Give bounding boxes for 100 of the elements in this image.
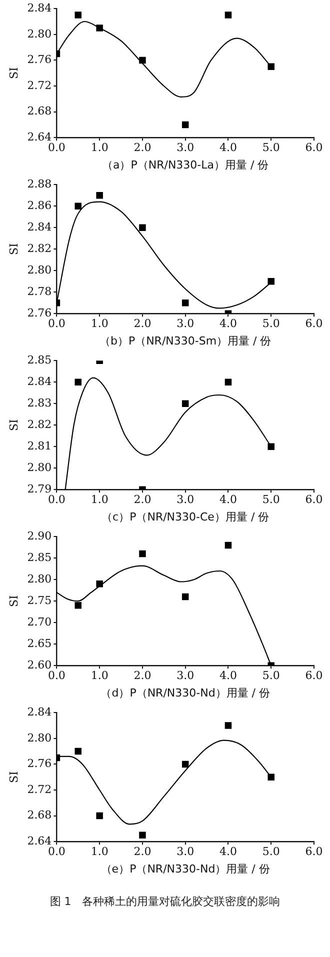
y-tick-label: 2.80 xyxy=(27,263,52,276)
x-tick-label: 6.0 xyxy=(305,845,323,858)
x-tick-label: 4.0 xyxy=(219,493,237,506)
y-tick-label: 2.80 xyxy=(27,27,52,40)
x-tick-label: 3.0 xyxy=(176,141,194,154)
y-tick-label: 2.84 xyxy=(27,220,52,234)
y-tick-label: 2.60 xyxy=(27,658,52,672)
x-tick-label: 4.0 xyxy=(219,669,237,682)
point xyxy=(96,580,103,588)
y-tick-label: 2.84 xyxy=(27,705,52,718)
point xyxy=(74,378,82,386)
x-tick-label: 5.0 xyxy=(262,669,280,682)
point xyxy=(74,602,82,609)
point xyxy=(182,121,189,128)
x-tick-label: 3.0 xyxy=(176,845,194,858)
x-tick-label: 0.0 xyxy=(48,317,66,330)
y-axis-title: SI xyxy=(7,419,20,432)
point xyxy=(268,443,274,450)
point xyxy=(268,63,274,70)
point xyxy=(139,550,146,558)
point xyxy=(96,192,103,199)
x-tick-label: 2.0 xyxy=(134,845,152,858)
point xyxy=(224,378,232,386)
y-axis-title: SI xyxy=(7,595,20,608)
point xyxy=(182,760,189,768)
x-tick-label: 2.0 xyxy=(134,669,152,682)
x-tick-label: 6.0 xyxy=(305,317,323,330)
x-tick-label: 2.0 xyxy=(134,317,152,330)
y-tick-label: 2.72 xyxy=(27,782,52,796)
x-axis-title: （c）P（NR/N330-Ce）用量 / 份 xyxy=(102,510,270,524)
x-axis-title: （a）P（NR/N330-La）用量 / 份 xyxy=(102,158,269,172)
y-tick-label: 2.88 xyxy=(27,177,52,190)
y-tick-label: 2.76 xyxy=(27,306,52,320)
point xyxy=(139,56,146,64)
x-tick-label: 5.0 xyxy=(262,845,280,858)
point xyxy=(224,542,232,549)
point xyxy=(182,400,189,407)
point xyxy=(74,748,82,755)
x-tick-label: 3.0 xyxy=(176,317,194,330)
x-tick-label: 6.0 xyxy=(305,141,323,154)
x-tick-label: 0.0 xyxy=(48,141,66,154)
y-tick-label: 2.75 xyxy=(27,594,52,607)
x-tick-label: 2.0 xyxy=(134,493,152,506)
y-tick-label: 2.76 xyxy=(27,53,52,66)
y-tick-label: 2.78 xyxy=(27,284,52,298)
x-tick-label: 0.0 xyxy=(48,845,66,858)
point xyxy=(182,299,189,306)
y-tick-label: 2.90 xyxy=(27,529,52,542)
x-axis-title: （d）P（NR/N330-Nd）用量 / 份 xyxy=(100,686,270,700)
x-tick-label: 1.0 xyxy=(90,317,108,330)
y-tick-label: 2.72 xyxy=(27,78,52,92)
y-tick-label: 2.76 xyxy=(27,757,52,770)
caption: 图 1 各种稀土的用量对硫化胶交联密度的影响 xyxy=(48,894,282,909)
point xyxy=(139,224,146,231)
y-tick-label: 2.68 xyxy=(27,104,52,118)
y-tick-label: 2.68 xyxy=(27,808,52,822)
y-tick-label: 2.85 xyxy=(27,550,52,564)
y-tick-label: 2.85 xyxy=(27,353,52,366)
x-tick-label: 1.0 xyxy=(90,141,108,154)
y-tick-label: 2.86 xyxy=(27,198,52,212)
y-tick-label: 2.64 xyxy=(27,834,52,848)
point xyxy=(74,202,82,210)
y-axis-title: SI xyxy=(7,67,20,80)
y-tick-label: 2.80 xyxy=(27,731,52,744)
x-tick-label: 5.0 xyxy=(262,493,280,506)
x-tick-label: 3.0 xyxy=(176,669,194,682)
y-tick-label: 2.84 xyxy=(27,1,52,14)
x-axis-title: （b）P（NR/N330-Sm）用量 / 份 xyxy=(99,334,272,348)
x-tick-label: 6.0 xyxy=(305,493,323,506)
y-tick-label: 2.82 xyxy=(27,242,52,255)
x-tick-label: 1.0 xyxy=(90,845,108,858)
x-tick-label: 2.0 xyxy=(134,141,152,154)
x-tick-label: 0.0 xyxy=(48,669,66,682)
point xyxy=(139,832,146,839)
point xyxy=(74,12,82,18)
x-tick-label: 1.0 xyxy=(90,493,108,506)
y-tick-label: 2.64 xyxy=(27,130,52,144)
point xyxy=(96,812,103,820)
y-tick-label: 2.79 xyxy=(27,482,52,496)
x-tick-label: 6.0 xyxy=(305,669,323,682)
y-axis-title: SI xyxy=(7,771,20,784)
point xyxy=(224,12,232,18)
point xyxy=(268,278,274,285)
x-tick-label: 5.0 xyxy=(262,317,280,330)
x-axis-title: （e）P（NR/N330-Nd）用量 / 份 xyxy=(100,862,270,876)
y-tick-label: 2.83 xyxy=(27,396,52,410)
y-tick-label: 2.84 xyxy=(27,374,52,388)
y-tick-label: 2.82 xyxy=(27,418,52,431)
x-tick-label: 4.0 xyxy=(219,845,237,858)
y-tick-label: 2.70 xyxy=(27,615,52,628)
y-tick-label: 2.65 xyxy=(27,636,52,650)
x-tick-label: 0.0 xyxy=(48,493,66,506)
y-tick-label: 2.81 xyxy=(27,439,52,452)
point xyxy=(268,774,274,780)
point xyxy=(182,593,189,600)
y-axis-title: SI xyxy=(7,243,20,256)
x-tick-label: 1.0 xyxy=(90,669,108,682)
x-tick-label: 3.0 xyxy=(176,493,194,506)
x-tick-label: 4.0 xyxy=(219,141,237,154)
y-tick-label: 2.80 xyxy=(27,460,52,474)
